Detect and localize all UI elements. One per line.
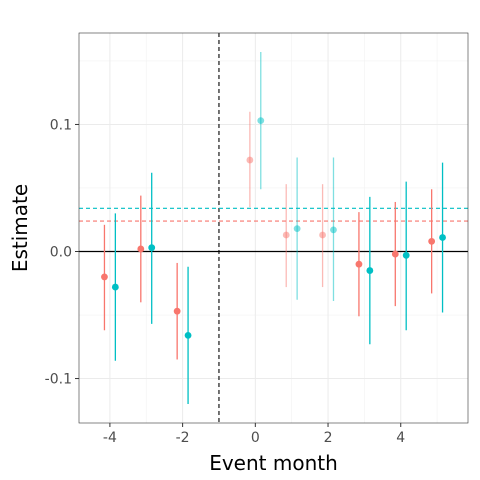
point-estimate: [330, 226, 337, 234]
major-gridlines: [79, 33, 468, 423]
plot-border: [78, 32, 469, 424]
point-estimate: [428, 237, 436, 245]
point-estimate: [173, 307, 181, 315]
point-estimate: [293, 225, 301, 233]
x-tick-label: -4: [103, 430, 117, 446]
x-tick-label: -2: [176, 430, 190, 446]
plot-panel: [79, 33, 468, 423]
point-estimate: [319, 231, 326, 239]
y-axis: -0.1 0.0 0.1: [45, 117, 79, 388]
x-tick-label: 4: [396, 430, 405, 446]
x-tick-label: 0: [251, 430, 260, 446]
y-tick-label: -0.1: [45, 372, 72, 388]
y-tick-label: 0.1: [50, 117, 72, 133]
y-tick-label: 0.0: [50, 245, 72, 261]
point-estimate: [184, 331, 192, 339]
point-estimate: [246, 156, 254, 164]
x-axis-title: Event month: [209, 451, 338, 475]
point-estimate: [391, 250, 399, 258]
point-estimate: [101, 273, 108, 281]
point-estimate: [257, 117, 265, 125]
point-estimate: [366, 267, 374, 274]
point-estimate: [111, 283, 119, 291]
point-estimate: [148, 244, 156, 252]
point-estimate: [355, 260, 363, 268]
point-estimate: [402, 251, 410, 259]
x-axis: -4 -2 0 2 4: [103, 423, 405, 446]
x-tick-label: 2: [324, 430, 333, 446]
point-estimate: [439, 234, 446, 241]
reference-lines: [79, 33, 468, 423]
y-axis-title: Estimate: [8, 184, 32, 272]
point-estimate: [137, 245, 145, 253]
point-estimate: [282, 231, 290, 239]
point-estimates: [101, 117, 446, 339]
